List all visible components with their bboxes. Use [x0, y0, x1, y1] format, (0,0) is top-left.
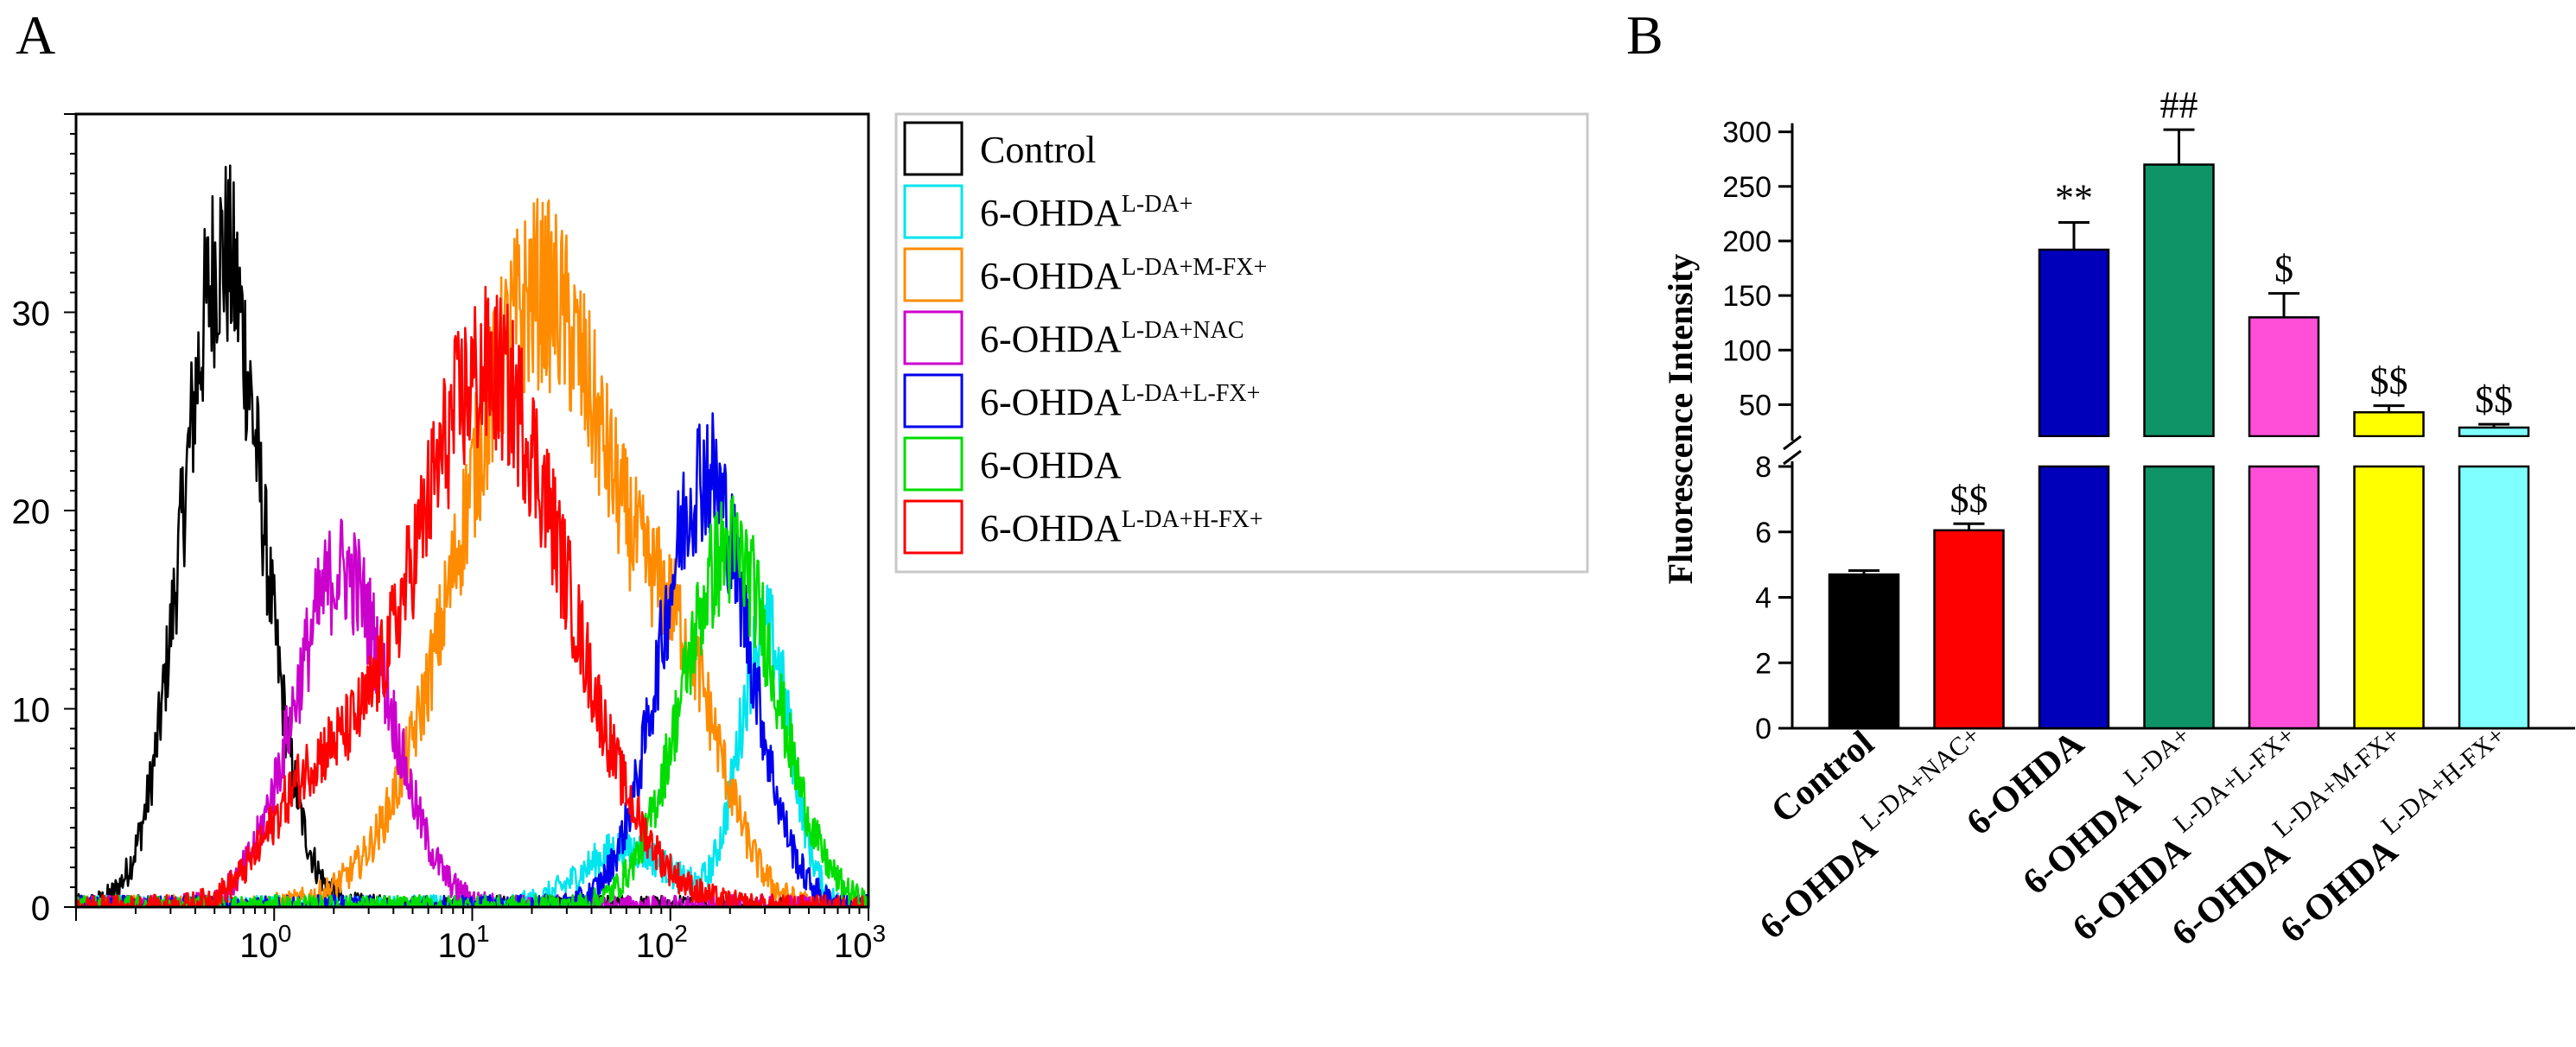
bar-control: [1828, 573, 1900, 730]
legend-label-6-ohda-l-da-nac: 6-OHDAL-DA+NAC: [980, 317, 1244, 360]
y-tick-label-lower: 0: [1755, 713, 1771, 746]
legend-label-6-ohda-l-da-m-fx: 6-OHDAL-DA+M-FX+: [980, 254, 1267, 297]
legend-swatch-6-ohda-l-da-nac: [903, 310, 964, 365]
bar-break-gap: [2141, 437, 2217, 465]
significance-mark: $$: [1950, 478, 1988, 520]
legend-box: [894, 112, 1589, 574]
significance-mark: $$: [2370, 360, 2408, 403]
bar-6-ohda-upper: [2038, 248, 2110, 438]
y-tick-label-upper: 100: [1722, 334, 1771, 367]
bar-6-ohda-l-da-upper: [2143, 163, 2215, 438]
y-tick-label: 20: [12, 493, 51, 531]
legend-label-6-ohda-l-da-l-fx: 6-OHDAL-DA+L-FX+: [980, 380, 1260, 423]
legend-swatch-6-ohda: [903, 436, 964, 492]
bar-6-ohda-l-da-lower: [2143, 465, 2215, 730]
legend-swatch-6-ohda-l-da-m-fx: [903, 247, 964, 302]
y-axis-title: Fluorescence Intensity: [1661, 254, 1700, 585]
bar-6-ohda-l-da-h-fx-upper: [2458, 426, 2530, 438]
histogram-line-control: [74, 164, 870, 909]
panel-a-label: A: [16, 4, 55, 66]
bar-6-ohda-l-da-l-fx-upper: [2248, 316, 2320, 438]
legend-label-6-ohda-l-da-h-fx: 6-OHDAL-DA+H-FX+: [980, 506, 1263, 549]
plot-frame: [74, 112, 870, 909]
legend-swatch-6-ohda-l-da: [903, 184, 964, 239]
histogram-frame: [74, 112, 870, 909]
y-tick-label-lower: 8: [1755, 451, 1771, 484]
legend-swatch-control: [903, 121, 964, 176]
bar-6-ohda-l-da-h-fx-lower: [2458, 465, 2530, 730]
legend-label-control: Control: [980, 129, 1096, 171]
axis-break-mark: [1783, 435, 1802, 451]
panel-b-label: B: [1626, 4, 1663, 66]
significance-mark: $$: [2475, 378, 2513, 421]
legend-label-6-ohda-l-da: 6-OHDAL-DA+: [980, 191, 1193, 234]
histogram-curves: [74, 164, 870, 909]
bar-6-ohda-l-da-m-fx-upper: [2353, 411, 2425, 438]
significance-mark: ##: [2160, 84, 2198, 126]
bar-chart: 50 100 150 200 250 300 0 2 4 6 8 Fluorescence Inten…: [1661, 84, 2575, 954]
x-tick-label: 100: [239, 920, 291, 965]
bar-6-ohda-l-da-l-fx-lower: [2248, 465, 2320, 730]
bar-6-ohda-l-da-m-fx-lower: [2353, 465, 2425, 730]
bar-break-gap: [2351, 437, 2427, 465]
bar-break-gap: [2037, 437, 2111, 465]
y-tick-label: 30: [12, 295, 51, 333]
bar-6-ohda-lower: [2038, 465, 2110, 730]
y-tick-label-upper: 150: [1722, 280, 1771, 313]
bar-break-gap: [2457, 437, 2531, 465]
x-tick-label: 101: [437, 920, 489, 965]
significance-mark: **: [2055, 176, 2093, 219]
legend-swatch-6-ohda-l-da-l-fx: [903, 373, 964, 428]
x-tick-label: 102: [636, 920, 688, 965]
histogram-legend: Control 6-OHDAL-DA+ 6-OHDAL-DA+M-FX+ 6-OHDA…: [894, 112, 1589, 574]
y-tick-label-upper: 250: [1722, 171, 1771, 204]
y-tick-label-lower: 4: [1755, 582, 1771, 615]
x-tick-label-6-ohda-l-da-h-fx: 6-OHDAL-DA+H-FX+: [2265, 721, 2525, 951]
y-tick-label-lower: 6: [1755, 517, 1771, 549]
legend-label-6-ohda: 6-OHDA: [980, 444, 1122, 486]
histogram-axes: 0 10 20 30 100 101 102 103: [12, 113, 886, 965]
axis-break-mark: [1783, 449, 1802, 466]
legend-swatch-6-ohda-l-da-h-fx: [903, 499, 964, 555]
y-tick-label-lower: 2: [1755, 647, 1771, 680]
y-tick-label: 10: [12, 692, 51, 730]
significance-mark: $: [2274, 248, 2293, 290]
bar-break-gap: [2247, 437, 2321, 465]
y-tick-label-upper: 200: [1722, 225, 1771, 258]
y-tick-label-upper: 300: [1722, 117, 1771, 149]
bar-6-ohda-l-da-nac: [1933, 529, 2005, 730]
x-tick-label: 103: [834, 920, 886, 965]
y-tick-label: 0: [31, 890, 50, 928]
y-tick-label-upper: 50: [1739, 389, 1771, 422]
